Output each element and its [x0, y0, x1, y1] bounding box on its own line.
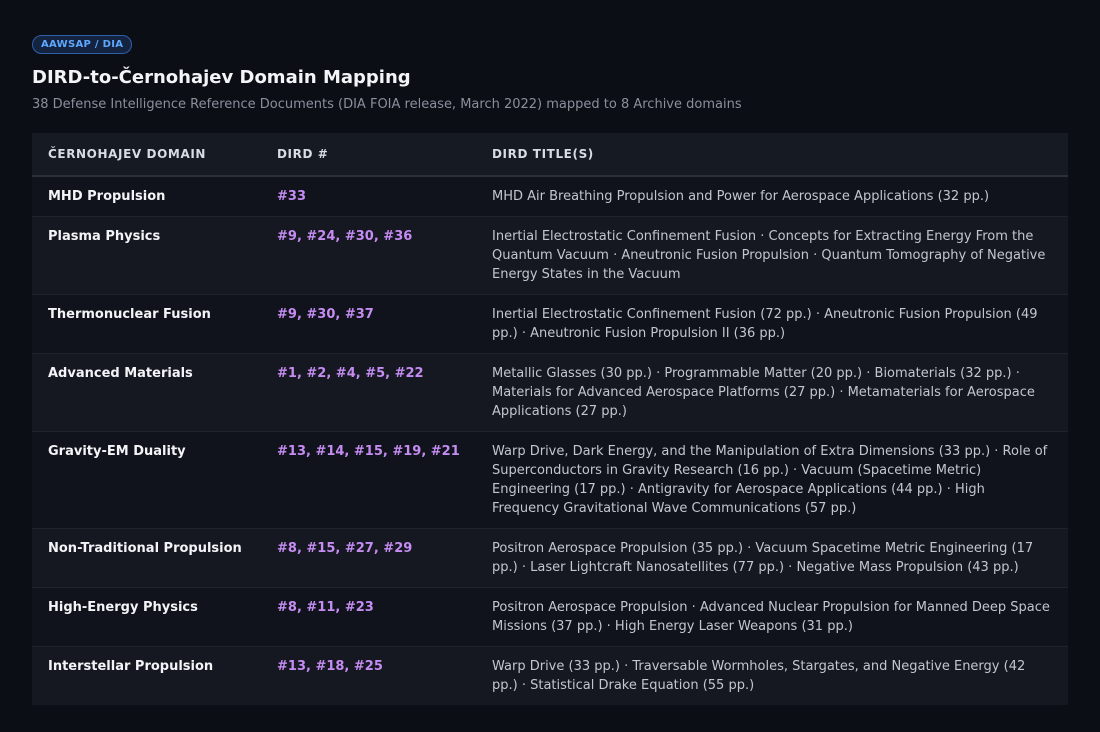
dird-number-cell: #33: [261, 176, 476, 217]
dird-titles-cell: Positron Aerospace Propulsion · Advanced…: [476, 587, 1068, 647]
domain-cell: MHD Propulsion: [32, 176, 261, 217]
domain-cell: Gravity-EM Duality: [32, 431, 261, 529]
table-row: High-Energy Physics #8, #11, #23 Positro…: [32, 587, 1068, 647]
dird-titles-cell: Inertial Electrostatic Confinement Fusio…: [476, 294, 1068, 354]
domain-cell: Plasma Physics: [32, 216, 261, 295]
table-row: Interstellar Propulsion #13, #18, #25 Wa…: [32, 646, 1068, 705]
dird-number-cell: #9, #24, #30, #36: [261, 216, 476, 295]
dird-number-cell: #8, #11, #23: [261, 587, 476, 647]
domain-cell: Thermonuclear Fusion: [32, 294, 261, 354]
dird-titles-cell: Warp Drive (33 pp.) · Traversable Wormho…: [476, 646, 1068, 705]
dird-titles-cell: Warp Drive, Dark Energy, and the Manipul…: [476, 431, 1068, 529]
page-subtitle: 38 Defense Intelligence Reference Docume…: [32, 97, 742, 112]
dird-number-cell: #13, #18, #25: [261, 646, 476, 705]
table-row: Advanced Materials #1, #2, #4, #5, #22 M…: [32, 353, 1068, 432]
domain-cell: Non-Traditional Propulsion: [32, 528, 261, 588]
column-header-dird-number: DIRD #: [261, 133, 476, 177]
dird-titles-cell: Inertial Electrostatic Confinement Fusio…: [476, 216, 1068, 295]
table-row: Thermonuclear Fusion #9, #30, #37 Inerti…: [32, 294, 1068, 354]
dird-titles-cell: MHD Air Breathing Propulsion and Power f…: [476, 176, 1068, 217]
domain-cell: Interstellar Propulsion: [32, 646, 261, 705]
dird-number-cell: #13, #14, #15, #19, #21: [261, 431, 476, 529]
dird-number-cell: #9, #30, #37: [261, 294, 476, 354]
domain-cell: High-Energy Physics: [32, 587, 261, 647]
page-title: DIRD-to-Černohajev Domain Mapping: [32, 67, 411, 88]
source-badge: AAWSAP / DIA: [32, 35, 133, 54]
header: AAWSAP / DIA DIRD-to-Černohajev Domain M…: [32, 32, 1068, 113]
dird-number-cell: #1, #2, #4, #5, #22: [261, 353, 476, 432]
table-row: Gravity-EM Duality #13, #14, #15, #19, #…: [32, 431, 1068, 529]
dird-number-cell: #8, #15, #27, #29: [261, 528, 476, 588]
table-row: Plasma Physics #9, #24, #30, #36 Inertia…: [32, 216, 1068, 295]
dird-titles-cell: Metallic Glasses (30 pp.) · Programmable…: [476, 353, 1068, 432]
dird-titles-cell: Positron Aerospace Propulsion (35 pp.) ·…: [476, 528, 1068, 588]
column-header-dird-titles: DIRD TITLE(S): [476, 133, 1068, 177]
domain-cell: Advanced Materials: [32, 353, 261, 432]
table-row: Non-Traditional Propulsion #8, #15, #27,…: [32, 528, 1068, 588]
column-header-domain: ČERNOHAJEV DOMAIN: [32, 133, 261, 177]
domain-mapping-table: ČERNOHAJEV DOMAIN DIRD # DIRD TITLE(S) M…: [32, 133, 1068, 705]
table-header-row: ČERNOHAJEV DOMAIN DIRD # DIRD TITLE(S): [32, 133, 1068, 177]
table-row: MHD Propulsion #33 MHD Air Breathing Pro…: [32, 176, 1068, 217]
